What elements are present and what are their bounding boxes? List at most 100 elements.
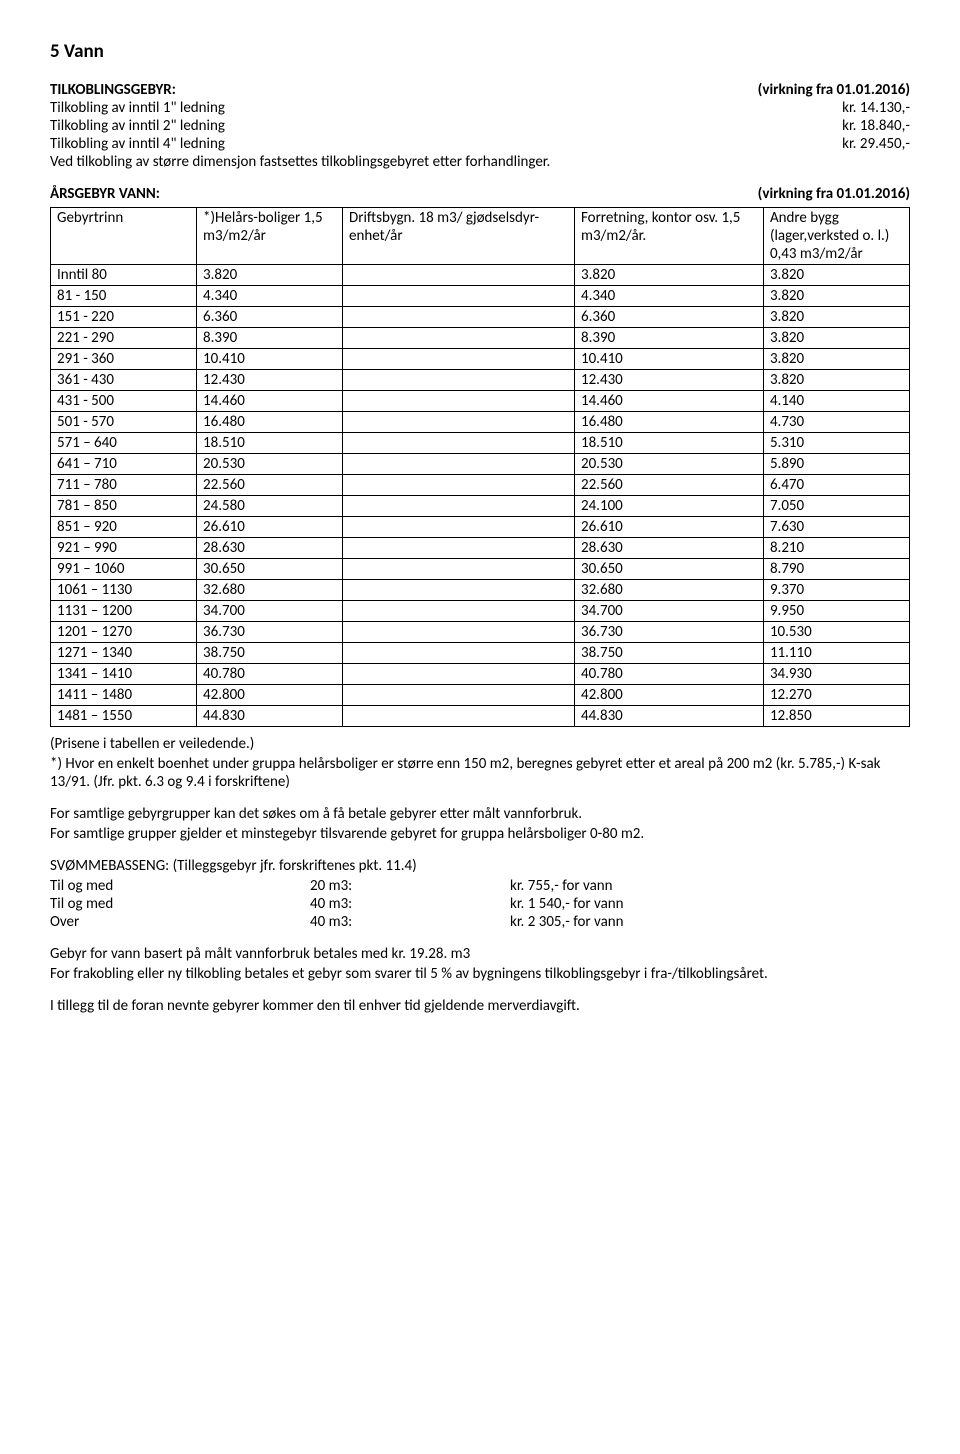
- table-cell: 221 - 290: [51, 328, 197, 349]
- table-cell: 291 - 360: [51, 349, 197, 370]
- table-cell: 34.700: [574, 601, 763, 622]
- tilkobling-row-label: Tilkobling av inntil 2" ledning: [50, 117, 225, 135]
- table-cell: 3.820: [763, 328, 909, 349]
- table-header: Forretning, kontor osv. 1,5 m3/m2/år.: [574, 208, 763, 265]
- table-cell: 34.700: [197, 601, 343, 622]
- table-cell: [343, 307, 575, 328]
- table-cell: 8.210: [763, 538, 909, 559]
- table-cell: 14.460: [197, 391, 343, 412]
- table-cell: 26.610: [197, 517, 343, 538]
- table-cell: 6.360: [574, 307, 763, 328]
- paragraph: For samtlige grupper gjelder et minstege…: [50, 825, 910, 843]
- table-row: 81 - 1504.3404.3403.820: [51, 286, 910, 307]
- table-cell: 12.850: [763, 706, 909, 727]
- table-cell: 4.340: [197, 286, 343, 307]
- table-cell: [343, 412, 575, 433]
- basseng-heading: SVØMMEBASSENG: (Tilleggsgebyr jfr. forsk…: [50, 857, 910, 875]
- table-cell: 40.780: [197, 664, 343, 685]
- table-cell: 1481 – 1550: [51, 706, 197, 727]
- arsgebyr-effective: (virkning fra 01.01.2016): [758, 185, 910, 203]
- tilkobling-row-value: kr. 14.130,-: [842, 99, 910, 117]
- tilkobling-row-value: kr. 29.450,-: [842, 135, 910, 153]
- table-row: 151 - 2206.3606.3603.820: [51, 307, 910, 328]
- table-row: 1271 – 134038.75038.75011.110: [51, 643, 910, 664]
- table-row: 431 - 50014.46014.4604.140: [51, 391, 910, 412]
- table-cell: 10.530: [763, 622, 909, 643]
- table-cell: 32.680: [574, 580, 763, 601]
- table-cell: [343, 664, 575, 685]
- table-row: 851 – 92026.61026.6107.630: [51, 517, 910, 538]
- page-title: 5 Vann: [50, 40, 910, 63]
- table-cell: 30.650: [197, 559, 343, 580]
- table-cell: [343, 706, 575, 727]
- table-cell: 44.830: [197, 706, 343, 727]
- table-cell: [343, 622, 575, 643]
- table-cell: 12.270: [763, 685, 909, 706]
- table-cell: [343, 643, 575, 664]
- table-cell: [343, 265, 575, 286]
- table-cell: 1271 – 1340: [51, 643, 197, 664]
- table-cell: 28.630: [574, 538, 763, 559]
- table-cell: 38.750: [574, 643, 763, 664]
- table-cell: 1411 – 1480: [51, 685, 197, 706]
- arsgebyr-table: Gebyrtrinn *)Helårs-boliger 1,5 m3/m2/år…: [50, 207, 910, 727]
- table-cell: 3.820: [574, 265, 763, 286]
- table-cell: 3.820: [763, 307, 909, 328]
- table-cell: 991 – 1060: [51, 559, 197, 580]
- table-row: 1411 – 148042.80042.80012.270: [51, 685, 910, 706]
- table-cell: 38.750: [197, 643, 343, 664]
- table-row: 711 – 78022.56022.5606.470: [51, 475, 910, 496]
- table-cell: 3.820: [763, 370, 909, 391]
- table-footnote: *) Hvor en enkelt boenhet under gruppa h…: [50, 755, 910, 791]
- tilkobling-row-label: Tilkobling av inntil 4" ledning: [50, 135, 225, 153]
- table-cell: 641 – 710: [51, 454, 197, 475]
- table-cell: 28.630: [197, 538, 343, 559]
- table-cell: 711 – 780: [51, 475, 197, 496]
- table-cell: [343, 538, 575, 559]
- table-row: 1131 – 120034.70034.7009.950: [51, 601, 910, 622]
- table-row: 1481 – 155044.83044.83012.850: [51, 706, 910, 727]
- table-cell: 8.390: [574, 328, 763, 349]
- table-cell: 12.430: [574, 370, 763, 391]
- table-cell: 5.310: [763, 433, 909, 454]
- table-cell: 8.790: [763, 559, 909, 580]
- table-footnote: (Prisene i tabellen er veiledende.): [50, 735, 910, 753]
- table-cell: 501 - 570: [51, 412, 197, 433]
- paragraph: For frakobling eller ny tilkobling betal…: [50, 965, 910, 983]
- table-cell: 781 – 850: [51, 496, 197, 517]
- paragraph: For samtlige gebyrgrupper kan det søkes …: [50, 805, 910, 823]
- table-cell: 7.050: [763, 496, 909, 517]
- table-cell: 34.930: [763, 664, 909, 685]
- basseng-price: kr. 2 305,- for vann: [510, 913, 910, 931]
- table-cell: 1061 – 1130: [51, 580, 197, 601]
- table-cell: 11.110: [763, 643, 909, 664]
- table-cell: 3.820: [197, 265, 343, 286]
- table-cell: 8.390: [197, 328, 343, 349]
- table-cell: [343, 496, 575, 517]
- table-cell: 361 - 430: [51, 370, 197, 391]
- basseng-label: Til og med: [50, 895, 310, 913]
- table-cell: 42.800: [574, 685, 763, 706]
- table-row: 501 - 57016.48016.4804.730: [51, 412, 910, 433]
- basseng-price: kr. 1 540,- for vann: [510, 895, 910, 913]
- table-cell: [343, 349, 575, 370]
- table-row: 221 - 2908.3908.3903.820: [51, 328, 910, 349]
- basseng-label: Til og med: [50, 877, 310, 895]
- basseng-size: 20 m3:: [310, 877, 510, 895]
- table-cell: 431 - 500: [51, 391, 197, 412]
- table-cell: 6.470: [763, 475, 909, 496]
- table-cell: 4.140: [763, 391, 909, 412]
- table-cell: 18.510: [197, 433, 343, 454]
- paragraph: I tillegg til de foran nevnte gebyrer ko…: [50, 997, 910, 1015]
- table-cell: 24.580: [197, 496, 343, 517]
- table-cell: 44.830: [574, 706, 763, 727]
- table-cell: 10.410: [197, 349, 343, 370]
- table-cell: 9.370: [763, 580, 909, 601]
- table-cell: 151 - 220: [51, 307, 197, 328]
- table-cell: 3.820: [763, 286, 909, 307]
- table-cell: 3.820: [763, 349, 909, 370]
- table-cell: 30.650: [574, 559, 763, 580]
- table-cell: 32.680: [197, 580, 343, 601]
- tilkobling-row-label: Tilkobling av inntil 1" ledning: [50, 99, 225, 117]
- table-row: 991 – 106030.65030.6508.790: [51, 559, 910, 580]
